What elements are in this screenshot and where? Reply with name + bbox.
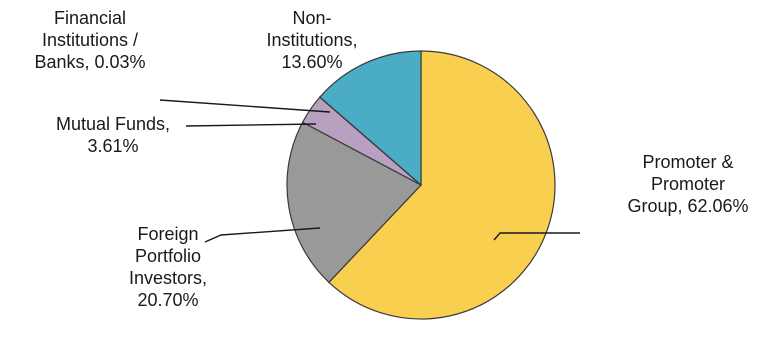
pie-slices	[286, 50, 556, 320]
pie-slice-promoter-promoter-group	[328, 50, 556, 320]
slice-labels: Promoter & Promoter Group, 62.06% Foreign Po…	[34, 8, 748, 310]
slice-label-line: Investors,	[129, 268, 207, 288]
slice-label-line: Financial	[54, 8, 126, 28]
slice-label-line: Portfolio	[135, 246, 201, 266]
slice-label-line: Foreign	[137, 224, 198, 244]
slice-label-line: Promoter &	[642, 152, 733, 172]
slice-label-line: 3.61%	[87, 136, 138, 156]
slice-label-line: Non-	[292, 8, 331, 28]
slice-label-line: Banks, 0.03%	[34, 52, 145, 72]
slice-label: Foreign Portfolio Investors, 20.70%	[129, 224, 207, 310]
slice-label: Financial Institutions / Banks, 0.03%	[34, 8, 145, 72]
pie-slice-foreign-portfolio-investors	[286, 121, 422, 284]
slice-label-line: 13.60%	[281, 52, 342, 72]
leader-line	[493, 232, 580, 241]
slice-label-line: Group, 62.06%	[627, 196, 748, 216]
slice-label-line: 20.70%	[137, 290, 198, 310]
slice-label-line: Institutions /	[42, 30, 138, 50]
slice-label-line: Institutions,	[266, 30, 357, 50]
slice-label: Promoter & Promoter Group, 62.06%	[627, 152, 748, 216]
leader-line	[159, 99, 331, 113]
slice-label: Non-Institutions, 13.60%	[266, 8, 357, 72]
slice-label: Mutual Funds, 3.61%	[56, 114, 170, 156]
leader-line	[204, 227, 321, 243]
leader-lines	[159, 99, 580, 243]
leader-line	[185, 123, 317, 127]
slice-label-line: Promoter	[651, 174, 725, 194]
pie-slice-non-institutions	[319, 50, 422, 187]
slice-label-line: Mutual Funds,	[56, 114, 170, 134]
